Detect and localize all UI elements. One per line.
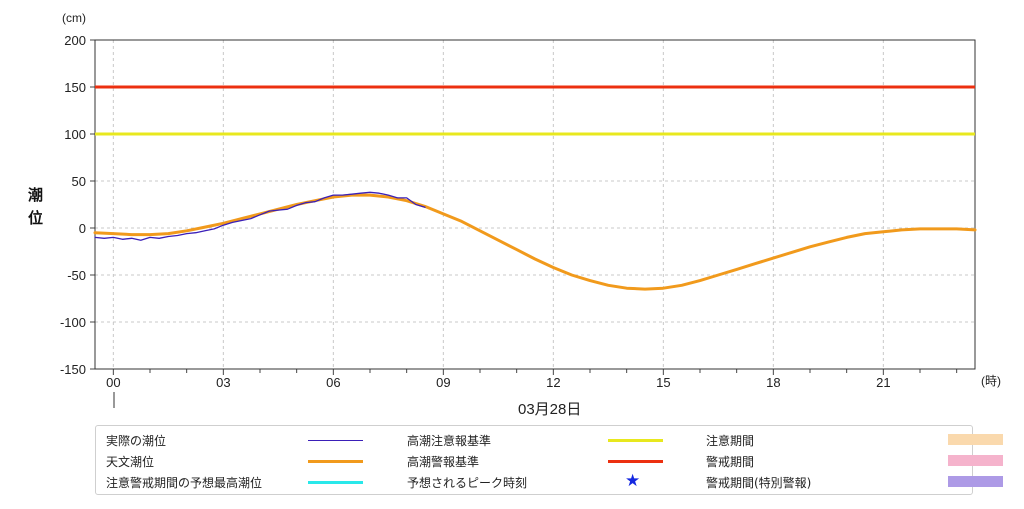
x-unit-label: (時) — [981, 374, 1001, 388]
legend-line-swatch — [608, 439, 663, 442]
legend-label: 注意警戒期間の予想最高潮位 — [106, 476, 263, 490]
y-axis-title-2: 位 — [28, 209, 43, 227]
plot-area — [94, 39, 976, 370]
legend-label: 実際の潮位 — [106, 434, 167, 448]
x-tick-label: 03 — [216, 375, 230, 390]
legend-line-swatch — [308, 481, 363, 484]
legend: 実際の潮位天文潮位注意警戒期間の予想最高潮位 高潮注意報基準 高潮警報基準予想される… — [95, 425, 1003, 495]
x-tick-label: 18 — [766, 375, 780, 390]
legend-label: 高潮注意報基準 — [407, 434, 492, 448]
legend-line-swatch — [308, 440, 363, 441]
y-unit-label: (cm) — [62, 11, 86, 25]
legend-label: 予想されるピーク時刻 — [407, 476, 528, 490]
y-tick-label: 150 — [64, 80, 86, 95]
legend-line-swatch — [608, 460, 663, 463]
legend-box-swatch — [948, 455, 1003, 466]
legend-box-swatch — [948, 476, 1003, 487]
x-tick-label: 12 — [546, 375, 560, 390]
y-axis-title-1: 潮 — [28, 186, 43, 204]
y-tick-label: 100 — [64, 127, 86, 142]
legend-label: 注意期間 — [706, 434, 755, 448]
x-tick-label: 15 — [656, 375, 670, 390]
y-tick-label: 200 — [64, 33, 86, 48]
tide-chart: (cm) 潮 位 (時) 03月28日 200 150 100 50 0 -50 -100 -… — [28, 11, 1001, 418]
observed-tide-series — [94, 191, 426, 241]
legend-label: 天文潮位 — [106, 455, 155, 469]
x-tick-label: 06 — [326, 375, 340, 390]
y-tick-label: -100 — [60, 315, 86, 330]
astronomical-tide-series — [93, 193, 977, 291]
x-tick-label: 09 — [436, 375, 450, 390]
legend-label: 警戒期間(特別警報) — [706, 476, 812, 490]
star-icon: ★ — [625, 471, 641, 491]
y-tick-label: 50 — [72, 174, 86, 189]
y-tick-label: 0 — [79, 221, 86, 236]
y-tick-label: -150 — [60, 362, 86, 377]
date-label: 03月28日 — [518, 401, 581, 418]
x-tick-label: 21 — [876, 375, 890, 390]
x-tick-label: 00 — [106, 375, 120, 390]
legend-label: 高潮警報基準 — [407, 455, 480, 469]
legend-label: 警戒期間 — [706, 455, 755, 469]
y-tick-label: -50 — [67, 268, 86, 283]
legend-box-swatch — [948, 434, 1003, 445]
legend-line-swatch — [308, 460, 363, 463]
